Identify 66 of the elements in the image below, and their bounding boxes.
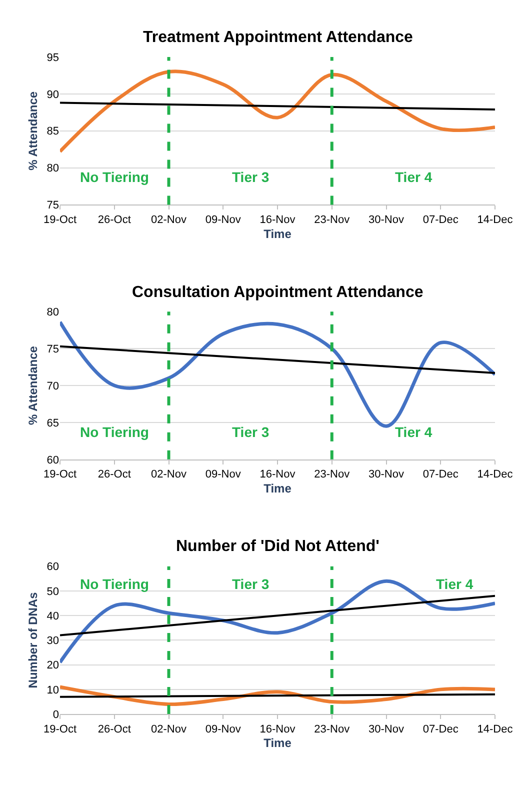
y-tick-label: 40	[46, 610, 59, 622]
y-tick-label: 10	[46, 684, 59, 696]
y-tick-label: 20	[46, 660, 59, 672]
annotation: No Tiering	[80, 169, 149, 185]
y-tick-label: 75	[46, 343, 59, 356]
x-tick-label: 19-Oct	[43, 468, 77, 481]
x-tick-label: 23-Nov	[314, 468, 350, 481]
y-tick-label: 80	[46, 306, 59, 319]
line-series	[60, 70, 495, 154]
x-tick-label: 26-Oct	[98, 214, 131, 226]
x-tick-label: 02-Nov	[151, 723, 187, 736]
x-tick-label: 14-Dec	[477, 214, 514, 226]
x-tick-label: 14-Dec	[477, 468, 514, 481]
x-axis-title: Time	[264, 226, 292, 241]
y-tick-label: 0	[52, 708, 59, 721]
y-tick-label: 50	[46, 586, 59, 598]
y-tick-label: 65	[46, 417, 59, 430]
line-series	[60, 685, 495, 706]
x-tick-label: 30-Nov	[368, 468, 404, 481]
x-tick-label: 07-Dec	[422, 214, 459, 226]
x-tick-label: 30-Nov	[368, 723, 404, 736]
x-tick-label: 16-Nov	[260, 214, 296, 226]
y-tick-label: 80	[46, 162, 59, 175]
y-axis-title: Number of DNAs	[26, 592, 40, 688]
x-tick-label: 09-Nov	[205, 468, 242, 481]
annotation: No Tiering	[80, 424, 149, 440]
y-tick-label: 30	[46, 635, 59, 648]
y-tick-label: 75	[46, 200, 59, 212]
x-axis-title: Time	[264, 736, 292, 750]
annotation: Tier 3	[232, 169, 270, 185]
y-tick-label: 60	[46, 561, 59, 574]
y-axis-title: % Attendance	[26, 346, 40, 425]
x-tick-label: 14-Dec	[477, 723, 514, 736]
y-tick-label: 85	[46, 126, 59, 138]
chart-title: Number of 'Did Not Attend'	[176, 538, 380, 555]
annotation: Tier 3	[232, 424, 270, 440]
annotation: No Tiering	[80, 576, 149, 592]
y-tick-label: 60	[46, 454, 59, 466]
chart-title: Treatment Appointment Attendance	[143, 29, 414, 46]
chart-title: Consultation Appointment Attendance	[132, 284, 424, 301]
x-tick-label: 02-Nov	[151, 468, 187, 481]
y-tick-label: 95	[46, 52, 59, 64]
x-axis-title: Time	[264, 481, 292, 496]
x-tick-label: 30-Nov	[368, 214, 404, 226]
annotation: Tier 4	[436, 576, 474, 592]
x-tick-label: 26-Oct	[98, 723, 131, 736]
annotation: Tier 3	[232, 576, 270, 592]
x-tick-label: 26-Oct	[98, 468, 131, 481]
x-tick-label: 09-Nov	[205, 214, 242, 226]
line-series	[60, 320, 495, 428]
y-axis-title: % Attendance	[26, 91, 40, 170]
x-tick-label: 16-Nov	[260, 468, 296, 481]
annotation: Tier 4	[395, 169, 432, 185]
y-tick-label: 70	[46, 380, 59, 392]
x-tick-label: 07-Dec	[422, 723, 459, 736]
x-tick-label: 09-Nov	[205, 723, 242, 736]
x-tick-label: 23-Nov	[314, 723, 350, 736]
x-tick-label: 19-Oct	[43, 214, 77, 226]
y-tick-label: 90	[46, 88, 59, 101]
x-tick-label: 23-Nov	[314, 214, 350, 226]
x-tick-label: 19-Oct	[43, 723, 77, 736]
x-tick-label: 07-Dec	[422, 468, 459, 481]
annotation: Tier 4	[395, 424, 432, 440]
x-tick-label: 16-Nov	[260, 723, 296, 736]
x-tick-label: 02-Nov	[151, 214, 187, 226]
line-series	[60, 579, 495, 664]
